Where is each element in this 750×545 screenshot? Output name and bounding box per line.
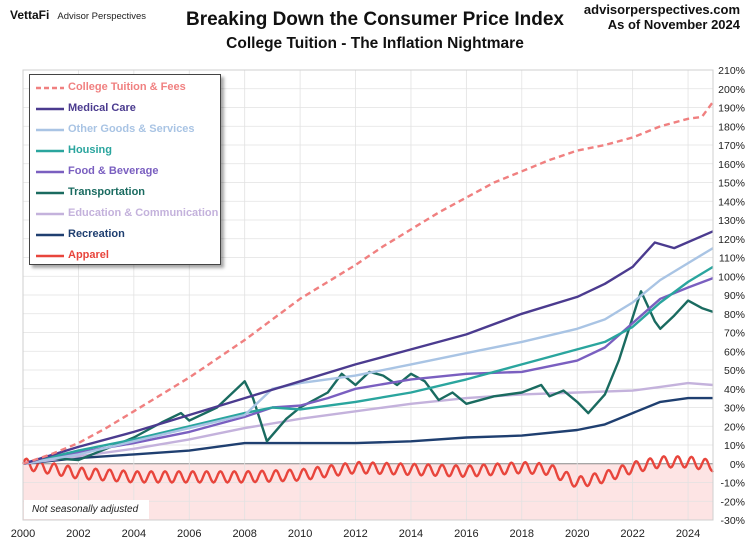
- y-tick-label: 110%: [719, 253, 745, 265]
- y-tick-label: 160%: [718, 159, 745, 171]
- legend: College Tuition & Fees Medical Care Other …: [29, 74, 221, 265]
- x-tick-label: 2004: [122, 528, 146, 540]
- legend-label: Food & Beverage: [68, 165, 159, 177]
- series-line-other-goods-services: [22, 247, 714, 465]
- legend-swatch: [36, 170, 64, 174]
- y-tick-label: 50%: [724, 365, 745, 377]
- series-lines: [21, 101, 715, 488]
- y-tick-label: 130%: [718, 215, 745, 227]
- y-tick-label: 120%: [718, 234, 745, 246]
- legend-swatch: [36, 107, 64, 111]
- y-tick-label: 190%: [718, 103, 745, 115]
- legend-label: Transportation: [68, 186, 146, 198]
- legend-label: Apparel: [68, 249, 109, 261]
- series-line-education-communication: [22, 381, 714, 465]
- x-tick-label: 2020: [565, 528, 589, 540]
- x-tick-label: 2012: [343, 528, 367, 540]
- x-tick-label: 2010: [288, 528, 312, 540]
- chart-subtitle: College Tuition - The Inflation Nightmar…: [226, 35, 524, 52]
- series-line-recreation: [22, 396, 713, 465]
- legend-label: College Tuition & Fees: [68, 81, 186, 93]
- x-tick-label: 2006: [177, 528, 201, 540]
- y-tick-label: 70%: [724, 328, 745, 340]
- y-tick-label: 180%: [718, 121, 745, 133]
- y-tick-label: 60%: [724, 346, 745, 358]
- legend-label: Medical Care: [68, 102, 136, 114]
- y-tick-label: 100%: [718, 271, 745, 283]
- y-tick-label: 200%: [718, 84, 745, 96]
- y-tick-label: 40%: [724, 384, 745, 396]
- y-tick-label: -30%: [720, 515, 745, 527]
- x-tick-label: 2014: [399, 528, 423, 540]
- legend-swatch: [36, 149, 64, 153]
- seasonal-note: Not seasonally adjusted: [24, 500, 149, 519]
- legend-swatch: [36, 191, 64, 195]
- legend-swatch: [36, 128, 64, 132]
- x-tick-label: 2000: [11, 528, 35, 540]
- x-tick-label: 2008: [232, 528, 256, 540]
- y-tick-label: 90%: [724, 290, 745, 302]
- series-line-college-tuition-fees: [22, 101, 714, 465]
- x-axis-tick-labels: 2000 2002 2004 2006 2008 2010 2012 2014 2016 2018…: [11, 528, 701, 540]
- y-tick-label: 150%: [718, 178, 745, 190]
- x-tick-label: 2016: [454, 528, 478, 540]
- legend-label: Housing: [68, 144, 112, 156]
- x-tick-label: 2002: [66, 528, 90, 540]
- legend-swatch: [36, 233, 64, 237]
- series-line-food-beverage: [22, 276, 714, 465]
- y-tick-label: -10%: [720, 478, 745, 490]
- vettafi-logo: VettaFi Advisor Perspectives: [10, 8, 146, 22]
- y-tick-label: 170%: [718, 140, 745, 152]
- x-tick-label: 2024: [676, 528, 700, 540]
- as-of-date: As of November 2024: [607, 17, 740, 32]
- y-tick-label: 10%: [724, 440, 745, 452]
- y-tick-label: 140%: [718, 196, 745, 208]
- y-axis-tick-labels: 210% 200% 190% 180% 170% 160% 150% 140% 130% 120%…: [718, 65, 745, 527]
- y-tick-label: -20%: [720, 496, 745, 508]
- chart-title: Breaking Down the Consumer Price Index: [186, 9, 564, 30]
- y-tick-label: 80%: [724, 309, 745, 321]
- series-line-transportation: [22, 290, 714, 465]
- plot-border: [22, 69, 714, 521]
- y-tick-label: 0%: [730, 459, 745, 471]
- site-info: advisorperspectives.com As of November 2…: [584, 2, 740, 32]
- x-tick-label: 2022: [620, 528, 644, 540]
- y-tick-label: 30%: [724, 403, 745, 415]
- series-line-apparel: [21, 455, 715, 488]
- site-url: advisorperspectives.com: [583, 2, 740, 17]
- series-line-housing: [22, 265, 714, 465]
- y-tick-label: 20%: [724, 421, 745, 433]
- legend-label: Education & Communication: [68, 207, 219, 219]
- legend-swatch: [36, 254, 64, 258]
- x-tick-label: 2018: [510, 528, 534, 540]
- y-tick-label: 210%: [718, 65, 745, 77]
- logo-sub: Advisor Perspectives: [57, 11, 147, 22]
- legend-label: Other Goods & Services: [68, 123, 195, 135]
- legend-label: Recreation: [68, 228, 125, 240]
- logo-brand: VettaFi: [10, 8, 50, 22]
- legend-swatch: [36, 86, 64, 90]
- series-line-medical-care: [22, 230, 714, 465]
- legend-swatch: [36, 212, 64, 216]
